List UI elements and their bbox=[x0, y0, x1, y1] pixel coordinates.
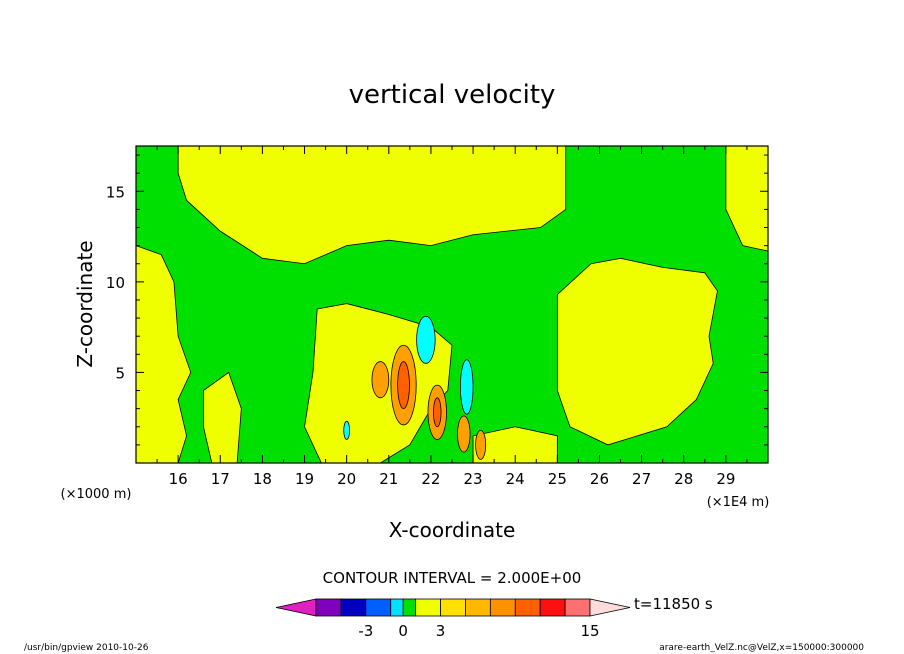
field-region-orange-5 bbox=[371, 361, 390, 399]
colorbar-cell bbox=[402, 598, 417, 617]
colorbar-cell bbox=[340, 598, 367, 617]
y-axis: 5 10 15 bbox=[106, 154, 768, 446]
colorbar-tick-label: 0 bbox=[398, 622, 408, 640]
y-tick-label: 5 bbox=[115, 364, 125, 382]
colorbar-tick-label: 15 bbox=[580, 622, 599, 640]
colorbar bbox=[275, 598, 631, 617]
field-region-orange-4 bbox=[475, 429, 487, 460]
x-tick-label: 19 bbox=[295, 470, 314, 488]
x-tick-label: 16 bbox=[169, 470, 188, 488]
y-tick-label: 10 bbox=[106, 274, 125, 292]
field-region-orange-3 bbox=[457, 415, 471, 453]
colorbar-high-arrow bbox=[589, 598, 631, 617]
footer-left: /usr/bin/gpview 2010-10-26 bbox=[24, 643, 149, 653]
colorbar-cell bbox=[415, 598, 441, 617]
field-region-red-2 bbox=[433, 397, 442, 428]
plot-area bbox=[135, 145, 769, 464]
colorbar-cell bbox=[489, 598, 516, 617]
field-region-cyan-1 bbox=[416, 315, 436, 364]
footer-right: arare-earth_VelZ.nc@VelZ,x=150000:300000 bbox=[659, 643, 864, 653]
colorbar-tick-label: 3 bbox=[436, 622, 446, 640]
field-region-cyan-2 bbox=[460, 359, 474, 415]
colorbar-ticks: -3 0 3 15 bbox=[358, 622, 599, 640]
colorbar-cell bbox=[440, 598, 466, 617]
chart-title: vertical velocity bbox=[349, 80, 556, 110]
colorbar-cell bbox=[564, 598, 591, 617]
x-tick-label: 25 bbox=[548, 470, 567, 488]
x-tick-label: 29 bbox=[716, 470, 735, 488]
field-region-cyan-3 bbox=[343, 420, 351, 440]
colorbar-cell bbox=[465, 598, 491, 617]
x-tick-label: 20 bbox=[337, 470, 356, 488]
colorbar-cell bbox=[514, 598, 541, 617]
x-tick-label: 28 bbox=[674, 470, 693, 488]
field-region-upper-yellow bbox=[177, 145, 567, 265]
x-tick-label: 18 bbox=[253, 470, 272, 488]
x-unit-right: (×1E4 m) bbox=[707, 495, 770, 510]
x-tick-label: 26 bbox=[590, 470, 609, 488]
colorbar-cell bbox=[539, 598, 566, 617]
x-tick-label: 22 bbox=[421, 470, 440, 488]
colorbar-tick-label: -3 bbox=[358, 622, 373, 640]
x-tick-label: 27 bbox=[632, 470, 651, 488]
field-region-right-yellow bbox=[556, 257, 718, 446]
x-tick-label: 24 bbox=[506, 470, 525, 488]
y-tick-label: 15 bbox=[106, 183, 125, 201]
x-tick-label: 17 bbox=[211, 470, 230, 488]
colorbar-cell bbox=[315, 598, 342, 617]
contour-interval-text: CONTOUR INTERVAL = 2.000E+00 bbox=[323, 569, 582, 587]
colorbar-low-arrow bbox=[275, 598, 317, 617]
x-tick-label: 21 bbox=[379, 470, 398, 488]
x-axis-label: X-coordinate bbox=[389, 518, 516, 542]
x-unit-left: (×1000 m) bbox=[61, 487, 132, 502]
field-region-red-1 bbox=[397, 361, 410, 410]
y-axis-label: Z-coordinate bbox=[73, 240, 97, 367]
field-layer bbox=[135, 145, 769, 464]
x-tick-label: 23 bbox=[464, 470, 483, 488]
colorbar-cell bbox=[365, 598, 392, 617]
colorbar-cell bbox=[390, 598, 404, 617]
time-label: t=11850 s bbox=[634, 595, 713, 613]
x-axis: 16 17 18 19 20 21 22 23 24 25 26 27 28 29 bbox=[156, 146, 748, 488]
